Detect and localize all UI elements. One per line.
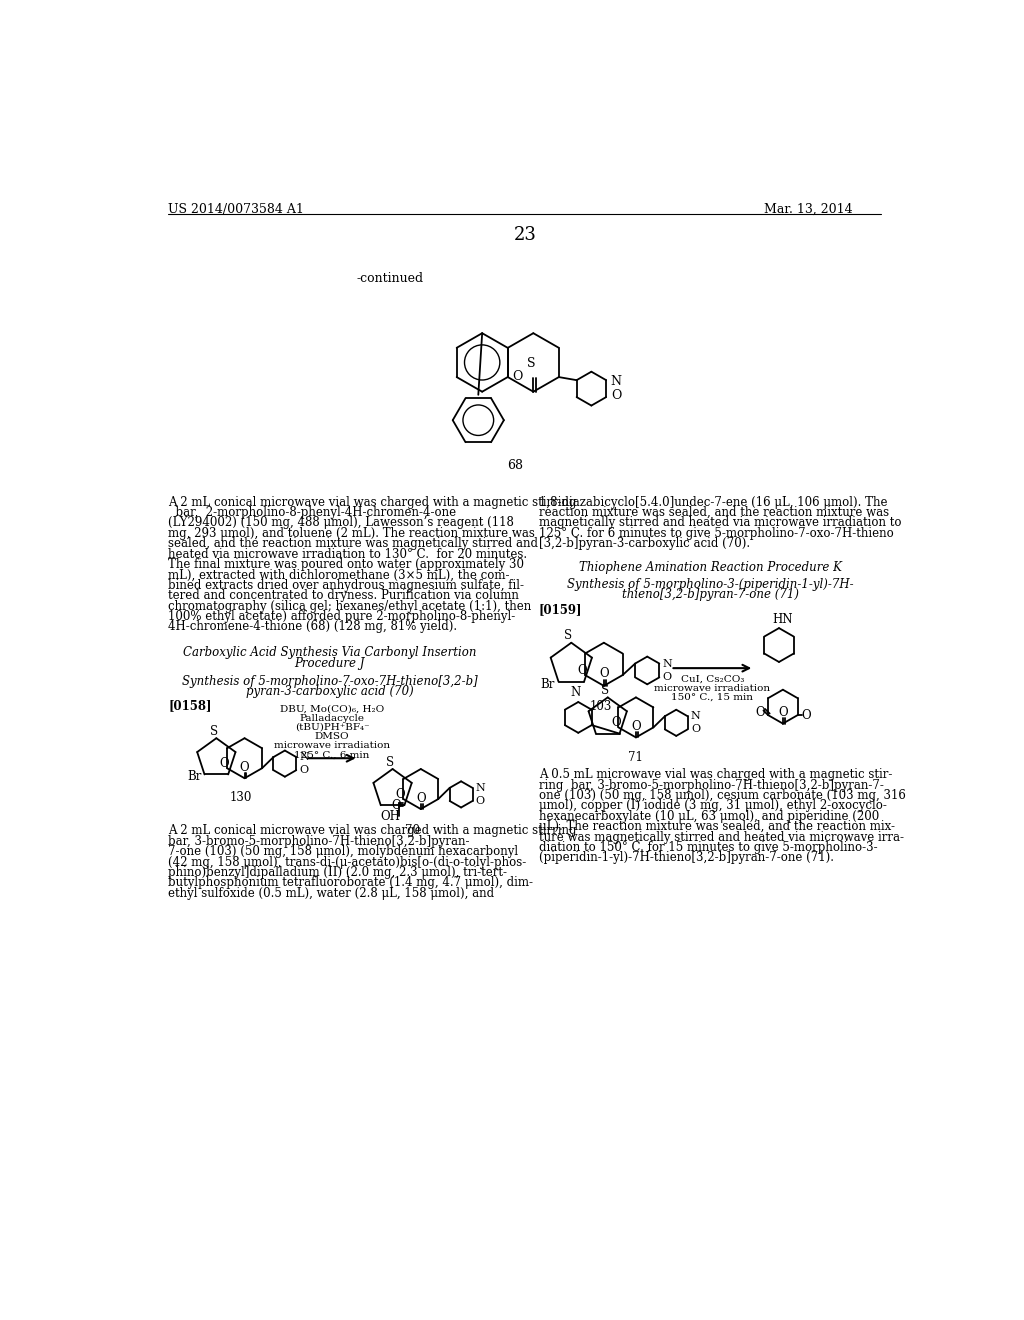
Text: O: O — [513, 370, 523, 383]
Text: N: N — [691, 711, 700, 721]
Text: [0159]: [0159] — [539, 603, 583, 615]
Text: O: O — [778, 706, 787, 719]
Text: heated via microwave irradiation to 130° C.  for 20 minutes.: heated via microwave irradiation to 130°… — [168, 548, 527, 561]
Text: hexanecarboxylate (10 μL, 63 μmol), and piperidine (200: hexanecarboxylate (10 μL, 63 μmol), and … — [539, 810, 879, 822]
Text: O: O — [691, 725, 700, 734]
Text: [3,2-b]pyran-3-carboxylic acid (70).: [3,2-b]pyran-3-carboxylic acid (70). — [539, 537, 750, 550]
Text: phino)benzyl]dipalladium (II) (2.0 mg, 2.3 μmol), tri-tert-: phino)benzyl]dipalladium (II) (2.0 mg, 2… — [168, 866, 507, 879]
Text: O: O — [300, 766, 308, 775]
Text: A 2 mL conical microwave vial was charged with a magnetic stirring: A 2 mL conical microwave vial was charge… — [168, 496, 577, 508]
Text: bar, 3-bromo-5-morpholino-7H-thieno[3,2-b]pyran-: bar, 3-bromo-5-morpholino-7H-thieno[3,2-… — [168, 834, 470, 847]
Text: microwave irradiation: microwave irradiation — [654, 684, 770, 693]
Text: Br: Br — [541, 677, 555, 690]
Text: 23: 23 — [513, 226, 537, 244]
Text: 130: 130 — [229, 792, 252, 804]
Text: The final mixture was poured onto water (approximately 30: The final mixture was poured onto water … — [168, 558, 524, 572]
Text: S: S — [386, 755, 394, 768]
Text: O: O — [611, 717, 621, 730]
Text: N: N — [300, 752, 309, 762]
Text: bar,  2-morpholino-8-phenyl-4H-chromen-4-one: bar, 2-morpholino-8-phenyl-4H-chromen-4-… — [168, 506, 457, 519]
Text: O: O — [631, 721, 641, 733]
Text: one (103) (50 mg, 158 μmol), cesium carbonate (103 mg, 316: one (103) (50 mg, 158 μmol), cesium carb… — [539, 789, 905, 803]
Text: mg, 293 μmol), and toluene (2 mL). The reaction mixture was: mg, 293 μmol), and toluene (2 mL). The r… — [168, 527, 536, 540]
Text: N: N — [570, 686, 581, 700]
Text: N: N — [476, 783, 485, 793]
Text: sealed, and the reaction mixture was magnetically stirred and: sealed, and the reaction mixture was mag… — [168, 537, 539, 550]
Text: magnetically stirred and heated via microwave irradiation to: magnetically stirred and heated via micr… — [539, 516, 901, 529]
Text: O: O — [663, 672, 672, 682]
Text: (LY294002) (150 mg, 488 μmol), Lawesson’s reagent (118: (LY294002) (150 mg, 488 μmol), Lawesson’… — [168, 516, 514, 529]
Text: O: O — [578, 664, 587, 677]
Text: S: S — [564, 630, 572, 643]
Text: O: O — [416, 792, 426, 805]
Text: O: O — [756, 705, 765, 718]
Text: O: O — [476, 796, 485, 807]
Text: S: S — [601, 684, 609, 697]
Text: HN: HN — [773, 612, 794, 626]
Text: (42 mg, 158 μmol), trans-di-(μ-acetato)bis[o-(di-o-tolyl-phos-: (42 mg, 158 μmol), trans-di-(μ-acetato)b… — [168, 855, 526, 869]
Text: Thiophene Amination Reaction Procedure K: Thiophene Amination Reaction Procedure K — [580, 561, 842, 574]
Text: 150° C., 15 min: 150° C., 15 min — [672, 693, 754, 702]
Text: O: O — [240, 760, 250, 774]
Text: Carboxylic Acid Synthesis Via Carbonyl Insertion: Carboxylic Acid Synthesis Via Carbonyl I… — [182, 647, 476, 659]
Text: US 2014/0073584 A1: US 2014/0073584 A1 — [168, 203, 304, 216]
Text: A 2 mL conical microwave vial was charged with a magnetic stirring: A 2 mL conical microwave vial was charge… — [168, 825, 577, 837]
Text: diation to 150° C. for 15 minutes to give 5-morpholino-3-: diation to 150° C. for 15 minutes to giv… — [539, 841, 878, 854]
Text: Synthesis of 5-morpholino-3-(piperidin-1-yl)-7H-: Synthesis of 5-morpholino-3-(piperidin-1… — [567, 578, 854, 591]
Text: μL). The reaction mixture was sealed, and the reaction mix-: μL). The reaction mixture was sealed, an… — [539, 820, 895, 833]
Text: 4H-chromene-4-thione (68) (128 mg, 81% yield).: 4H-chromene-4-thione (68) (128 mg, 81% y… — [168, 620, 458, 634]
Text: 68: 68 — [508, 459, 523, 471]
Text: OH: OH — [381, 809, 400, 822]
Text: Mar. 13, 2014: Mar. 13, 2014 — [764, 203, 852, 216]
Text: O: O — [396, 788, 406, 801]
Text: chromatography (silica gel; hexanes/ethyl acetate (1:1), then: chromatography (silica gel; hexanes/ethy… — [168, 599, 531, 612]
Text: Synthesis of 5-morpholino-7-oxo-7H-thieno[3,2-b]: Synthesis of 5-morpholino-7-oxo-7H-thien… — [181, 675, 477, 688]
Text: Br: Br — [187, 771, 202, 783]
Text: O: O — [391, 799, 400, 812]
Text: (piperidin-1-yl)-7H-thieno[3,2-b]pyran-7-one (71).: (piperidin-1-yl)-7H-thieno[3,2-b]pyran-7… — [539, 851, 834, 865]
Text: 1,8-diazabicyclo[5.4.0]undec-7-ene (16 μL, 106 μmol). The: 1,8-diazabicyclo[5.4.0]undec-7-ene (16 μ… — [539, 496, 887, 508]
Text: O: O — [610, 389, 622, 403]
Text: thieno[3,2-b]pyran-7-one (71): thieno[3,2-b]pyran-7-one (71) — [623, 589, 800, 602]
Text: microwave irradiation: microwave irradiation — [274, 742, 390, 750]
Text: Palladacycle: Palladacycle — [300, 714, 365, 722]
Text: Procedure J: Procedure J — [294, 656, 365, 669]
Text: O: O — [219, 758, 229, 770]
Text: S: S — [210, 725, 218, 738]
Text: ethyl sulfoxide (0.5 mL), water (2.8 μL, 158 μmol), and: ethyl sulfoxide (0.5 mL), water (2.8 μL,… — [168, 887, 495, 900]
Text: 125° C., 6 min: 125° C., 6 min — [295, 751, 370, 759]
Text: butylphosphonium tetrafluoroborate (1.4 mg, 4.7 μmol), dim-: butylphosphonium tetrafluoroborate (1.4 … — [168, 876, 534, 890]
Text: 70: 70 — [406, 825, 420, 837]
Text: μmol), copper (I) iodide (3 mg, 31 μmol), ethyl 2-oxocyclo-: μmol), copper (I) iodide (3 mg, 31 μmol)… — [539, 800, 887, 812]
Text: (tBU)PH⁺BF₄⁻: (tBU)PH⁺BF₄⁻ — [295, 723, 370, 731]
Text: mL), extracted with dichloromethane (3×5 mL), the com-: mL), extracted with dichloromethane (3×5… — [168, 569, 510, 581]
Text: 100% ethyl acetate) afforded pure 2-morpholino-8-phenyl-: 100% ethyl acetate) afforded pure 2-morp… — [168, 610, 515, 623]
Text: A 0.5 mL microwave vial was charged with a magnetic stir-: A 0.5 mL microwave vial was charged with… — [539, 768, 892, 781]
Text: DBU, Mo(CO)₆, H₂O: DBU, Mo(CO)₆, H₂O — [280, 705, 384, 713]
Text: ring  bar, 3-bromo-5-morpholino-7H-thieno[3,2-b]pyran-7-: ring bar, 3-bromo-5-morpholino-7H-thieno… — [539, 779, 884, 792]
Text: ture was magnetically stirred and heated via microwave irra-: ture was magnetically stirred and heated… — [539, 830, 904, 843]
Text: O: O — [802, 709, 811, 722]
Text: N: N — [663, 659, 673, 668]
Text: 103: 103 — [590, 700, 612, 713]
Text: pyran-3-carboxylic acid (70): pyran-3-carboxylic acid (70) — [246, 685, 414, 698]
Text: 71: 71 — [628, 751, 643, 764]
Text: [0158]: [0158] — [168, 700, 212, 713]
Text: N: N — [610, 375, 622, 388]
Text: -continued: -continued — [356, 272, 424, 285]
Text: 7-one (103) (50 mg, 158 μmol), molybdenum hexacarbonyl: 7-one (103) (50 mg, 158 μmol), molybdenu… — [168, 845, 518, 858]
Text: reaction mixture was sealed, and the reaction mixture was: reaction mixture was sealed, and the rea… — [539, 506, 889, 519]
Text: bined extracts dried over anhydrous magnesium sulfate, fil-: bined extracts dried over anhydrous magn… — [168, 578, 524, 591]
Text: S: S — [526, 358, 536, 371]
Text: tered and concentrated to dryness. Purification via column: tered and concentrated to dryness. Purif… — [168, 589, 519, 602]
Text: CuI, Cs₂CO₃: CuI, Cs₂CO₃ — [681, 675, 744, 684]
Text: DMSO: DMSO — [314, 733, 349, 741]
Text: O: O — [599, 667, 608, 680]
Text: 125° C. for 6 minutes to give 5-morpholino-7-oxo-7H-thieno: 125° C. for 6 minutes to give 5-morpholi… — [539, 527, 894, 540]
